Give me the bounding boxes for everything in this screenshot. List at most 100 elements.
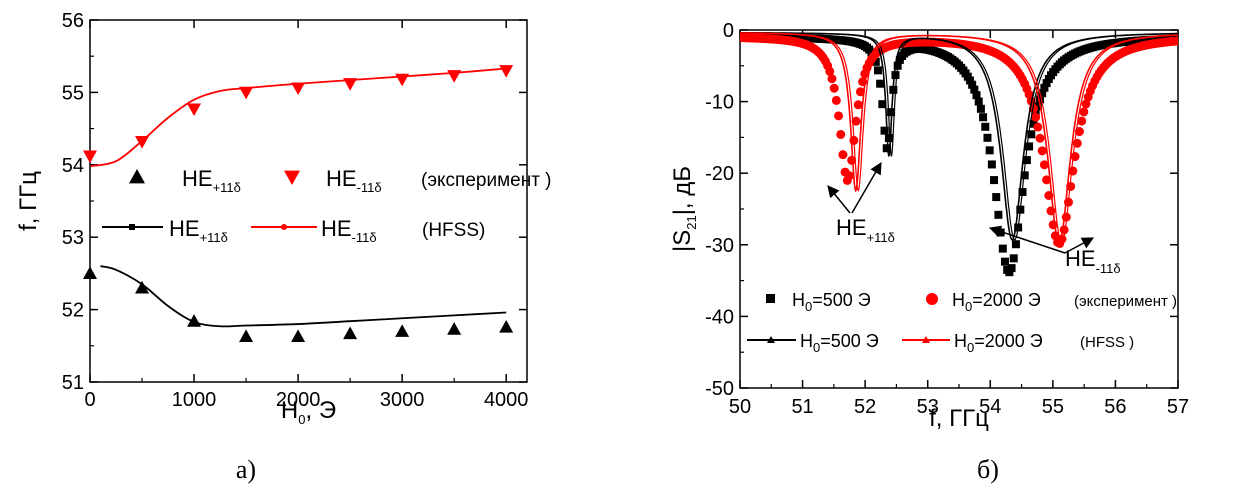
experiment-marker <box>891 71 900 80</box>
chart-panel-a: 0 1000 2000 3000 4000 51 52 53 54 55 56 H0, Э f, ГГц… <box>15 10 552 484</box>
legend-marker <box>766 294 775 303</box>
panel-caption: а) <box>236 455 256 484</box>
experiment-marker <box>395 324 410 337</box>
experiment-marker <box>873 66 882 75</box>
experiment-marker <box>1038 89 1047 98</box>
experiment-marker <box>1068 166 1078 176</box>
hfss-curve <box>89 67 507 168</box>
experiment-marker <box>1042 79 1051 88</box>
experiment-marker <box>880 126 889 135</box>
experiment-marker <box>825 66 835 76</box>
experiment-marker <box>855 87 865 97</box>
annotation-arrow <box>827 185 851 214</box>
experiment-marker <box>1079 107 1089 117</box>
x-tick-label: 3000 <box>380 389 425 411</box>
experiment-marker <box>1037 146 1047 156</box>
experiment-marker <box>1009 254 1018 263</box>
panel-caption: б) <box>977 455 999 484</box>
x-tick-label: 56 <box>1104 396 1126 418</box>
experiment-marker <box>882 144 891 153</box>
experiment-marker <box>1040 83 1049 92</box>
experiment-marker <box>968 80 977 89</box>
annotation-arrow <box>1064 237 1095 254</box>
y-axis-title: |S21|, дБ <box>669 166 699 252</box>
experiment-marker <box>845 171 854 181</box>
experiment-marker <box>239 329 254 342</box>
y-tick-label: -30 <box>705 235 734 257</box>
experiment-marker <box>965 76 974 85</box>
legend-label: HE+11δ <box>169 216 228 245</box>
legend-note: (HFSS ) <box>1080 334 1134 351</box>
experiment-marker <box>1039 160 1049 170</box>
experiment-marker <box>1077 116 1087 126</box>
legend-note: (эксперимент ) <box>1074 293 1177 310</box>
hfss-curve <box>742 32 1178 241</box>
x-tick-label: 4000 <box>484 389 529 411</box>
legend-label: H0=500 Э <box>792 290 871 314</box>
y-tick-label: -10 <box>705 92 734 114</box>
hfss-curve <box>742 32 1178 245</box>
legend-label: H0=2000 Э <box>952 290 1041 314</box>
legend-note: (эксперимент ) <box>421 170 552 191</box>
legend-label: HE+11δ <box>182 166 241 195</box>
experiment-marker <box>976 104 985 113</box>
y-tick-label: 52 <box>62 300 84 322</box>
legend-label: HE-11δ <box>326 166 382 195</box>
x-axis-title: H0, Э <box>281 397 336 427</box>
experiment-marker <box>871 57 880 66</box>
y-tick-label: -20 <box>705 163 734 185</box>
plot-frame <box>89 19 528 383</box>
experiment-marker <box>1005 268 1014 277</box>
experiment-marker <box>884 134 893 143</box>
experiment-marker <box>83 266 97 279</box>
y-tick-label: 51 <box>62 372 84 394</box>
experiment-marker <box>447 322 462 335</box>
experiment-marker <box>974 97 983 106</box>
experiment-marker <box>853 100 863 110</box>
chart-panel-b: 50 51 52 53 54 55 56 57 0 -10 -20 -30 -40 -50 f, ГГц |S… <box>669 20 1189 484</box>
experiment-marker <box>827 74 837 84</box>
legend-marker <box>284 170 300 185</box>
experiment-marker <box>1081 99 1091 109</box>
x-tick-label: 57 <box>1167 396 1189 418</box>
annotation-arrow <box>988 225 1066 254</box>
y-tick-label: 56 <box>62 10 84 32</box>
legend-marker <box>129 169 145 184</box>
y-tick-label: 53 <box>62 227 84 249</box>
x-tick-label: 55 <box>1042 396 1064 418</box>
experiment-marker <box>499 65 514 78</box>
y-tick-label: 0 <box>723 20 734 42</box>
experiment-marker <box>987 160 996 169</box>
hfss-curve <box>100 265 507 328</box>
y-axis-title: f, ГГц <box>15 171 42 231</box>
experiment-marker <box>838 150 848 160</box>
experiment-marker <box>1033 122 1043 132</box>
experiment-marker <box>1173 36 1178 46</box>
experiment-marker <box>990 176 999 185</box>
experiment-marker <box>1000 257 1009 266</box>
legend-label: H0=2000 Э <box>954 331 1043 355</box>
experiment-marker <box>834 111 844 121</box>
plot-area <box>740 31 1178 277</box>
experiment-marker <box>829 83 839 93</box>
x-tick-label: 50 <box>729 396 751 418</box>
experiment-marker <box>291 82 306 96</box>
experiment-marker <box>239 86 254 100</box>
x-tick-label: 54 <box>979 396 1001 418</box>
experiment-marker <box>878 100 887 109</box>
experiment-marker <box>1007 264 1016 273</box>
experiment-marker <box>998 244 1007 253</box>
experiment-marker <box>994 210 1003 219</box>
x-tick-label: 2000 <box>276 389 321 411</box>
experiment-marker <box>1011 240 1020 249</box>
y-tick-label: -50 <box>705 378 734 400</box>
x-axis-title: f, ГГц <box>929 405 989 432</box>
experiment-marker <box>1042 175 1052 185</box>
experiment-marker <box>992 193 1001 202</box>
experiment-marker <box>983 133 992 142</box>
x-tick-label: 53 <box>917 396 939 418</box>
experiment-marker <box>1074 127 1084 137</box>
legend-note: (HFSS) <box>422 220 485 241</box>
experiment-marker <box>135 280 150 294</box>
legend-label: HE-11δ <box>321 216 377 245</box>
